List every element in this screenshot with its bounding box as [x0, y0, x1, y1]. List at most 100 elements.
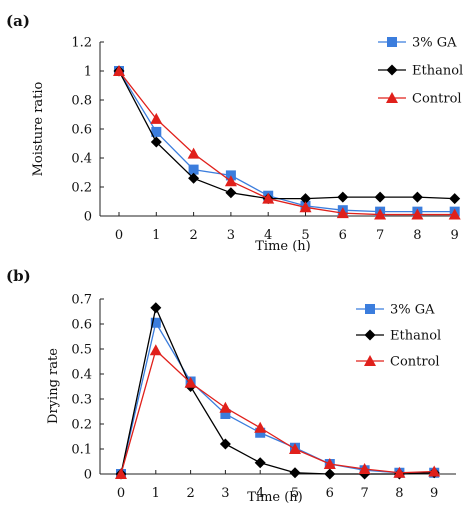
data-point: [225, 187, 237, 199]
data-point: [411, 208, 424, 220]
y-tick-label: 0.7: [71, 293, 92, 308]
x-tick-label: 8: [395, 486, 403, 501]
legend-label: Control: [412, 92, 462, 107]
series-line: [118, 70, 455, 213]
series-control: [113, 65, 461, 220]
x-axis-label: Time (h): [247, 490, 303, 505]
x-tick-label: 9: [451, 228, 459, 243]
x-tick-label: 0: [115, 228, 123, 243]
y-tick-label: 1: [84, 65, 92, 80]
legend-entry: 3% GA: [378, 36, 457, 51]
data-point: [324, 468, 336, 480]
panel-a: (a) 0 0.2 0.4 0.6 0.8 1 1.2 0 1 2 3 4 5 6 7 8 9 Time (h) Mo…: [6, 12, 463, 254]
series-line: [120, 305, 435, 475]
data-point: [188, 164, 199, 175]
data-point: [358, 463, 371, 474]
y-axis-label: Moisture ratio: [31, 81, 46, 176]
x-tick-label: 8: [413, 228, 421, 243]
x-tick-label: 4: [256, 486, 264, 501]
data-point: [220, 409, 231, 419]
data-point: [393, 466, 406, 478]
y-tick-label: 0.6: [71, 123, 92, 138]
x-tick-label: 2: [186, 486, 194, 501]
data-point: [428, 465, 441, 477]
y-tick-label: 0.2: [71, 418, 92, 433]
data-point: [219, 438, 231, 450]
data-point: [219, 401, 232, 413]
data-point: [149, 344, 162, 356]
data-point: [289, 443, 301, 454]
x-tick-label: 6: [339, 228, 347, 243]
x-tick-label: 3: [227, 228, 235, 243]
y-tick-label: 0: [84, 468, 92, 483]
x-tick-label: 6: [326, 486, 334, 501]
data-point: [300, 193, 311, 205]
data-point: [449, 193, 461, 205]
x-tick-label: 7: [376, 228, 384, 243]
legend-entry: Control: [356, 355, 440, 370]
legend-label: 3% GA: [390, 303, 435, 318]
y-tick-label: 0.5: [71, 343, 92, 358]
x-tick-label: 3: [221, 486, 229, 501]
x-tick-label: 1: [152, 228, 160, 243]
data-point: [411, 191, 423, 203]
legend-marker: [364, 355, 376, 366]
data-point: [188, 172, 200, 184]
series-line: [118, 70, 455, 216]
data-point: [224, 175, 237, 187]
data-point: [254, 457, 266, 469]
y-tick-label: 0.2: [71, 181, 92, 196]
data-point: [113, 65, 125, 76]
legend-marker: [387, 37, 397, 47]
x-tick-label: 5: [301, 228, 309, 243]
data-point: [337, 191, 349, 203]
y-tick-label: 0.6: [71, 318, 92, 333]
x-tick-label: 0: [117, 486, 125, 501]
x-tick-label: 5: [291, 486, 299, 501]
data-point: [187, 147, 200, 159]
data-point: [374, 191, 386, 203]
y-tick-label: 0.4: [71, 152, 92, 167]
legend-label: 3% GA: [412, 36, 457, 51]
series-control: [115, 344, 441, 479]
series-line: [120, 321, 435, 475]
data-point: [150, 317, 161, 328]
x-tick-label: 2: [189, 228, 197, 243]
data-point: [151, 126, 162, 137]
data-point: [254, 421, 267, 433]
data-point: [374, 208, 387, 220]
series-3-ga: [114, 66, 460, 217]
panel-b: (b) 0 0.1 0.2 0.3 0.4 0.5 0.6 0.7 0 1 2 3 4 5 6 7 8 9 Time …: [6, 267, 456, 505]
data-point: [115, 468, 127, 479]
data-point: [289, 467, 301, 479]
y-tick-label: 0.1: [71, 443, 92, 458]
legend-entry: 3% GA: [356, 303, 435, 318]
y-tick-label: 0.8: [71, 94, 92, 109]
x-tick-label: 7: [360, 486, 368, 501]
legend-label: Ethanol: [412, 64, 463, 79]
x-tick-label: 1: [152, 486, 160, 501]
series-ethanol: [113, 65, 461, 205]
y-tick-label: 0.3: [71, 393, 92, 408]
legend-entry: Control: [378, 92, 462, 107]
panel-label: (a): [6, 12, 30, 30]
data-point: [150, 302, 162, 314]
legend-marker: [386, 64, 398, 76]
y-tick-label: 1.2: [71, 36, 92, 51]
data-point: [262, 192, 275, 204]
legend-label: Control: [390, 355, 440, 370]
series-line: [118, 70, 455, 200]
data-point: [150, 112, 163, 124]
y-axis-label: Drying rate: [46, 348, 61, 424]
data-point: [150, 136, 162, 148]
legend-label: Ethanol: [390, 329, 441, 344]
data-point: [184, 376, 197, 388]
data-point: [299, 201, 312, 213]
data-point: [323, 458, 336, 469]
legend-entry: Ethanol: [356, 329, 441, 344]
data-point: [336, 207, 349, 219]
series-line: [120, 349, 435, 475]
panel-label: (b): [6, 267, 31, 285]
